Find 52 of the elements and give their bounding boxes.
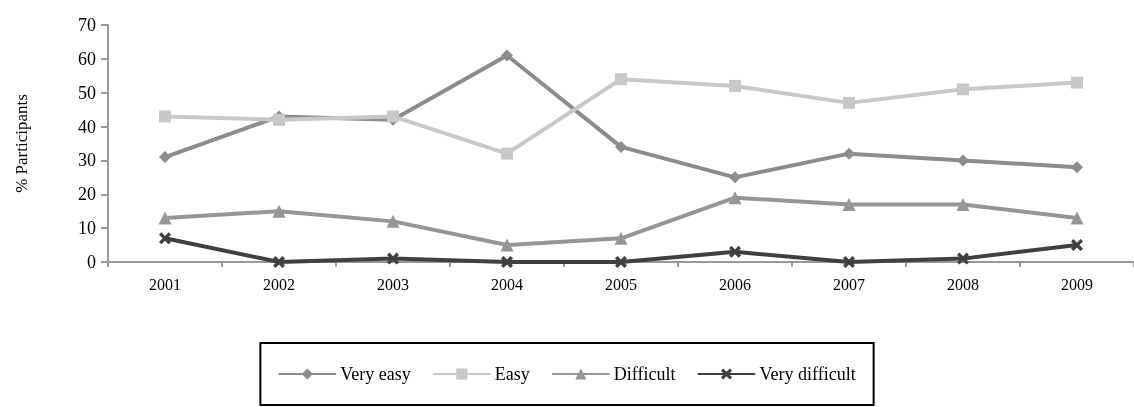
point <box>272 204 286 218</box>
point <box>501 147 513 160</box>
point <box>159 110 171 123</box>
y-tick-label: 50 <box>78 82 96 103</box>
x-tick-label: 2001 <box>149 275 181 293</box>
point <box>159 151 171 164</box>
point <box>500 238 514 252</box>
point <box>729 245 741 258</box>
point <box>273 256 285 268</box>
y-tick-label: 20 <box>78 184 96 205</box>
point <box>957 83 969 96</box>
point <box>843 256 855 268</box>
y-tick-label: 40 <box>78 116 96 137</box>
x-tick-label: 2003 <box>377 275 409 293</box>
point <box>1071 76 1083 89</box>
y-tick-label: 70 <box>78 15 96 35</box>
point <box>1071 239 1083 252</box>
x-tick-label: 2002 <box>263 275 295 293</box>
x-tick-label: 2007 <box>833 275 865 293</box>
point <box>158 211 172 225</box>
point <box>729 171 741 184</box>
x-tick-label: 2004 <box>491 275 523 293</box>
point <box>615 256 627 268</box>
point <box>729 79 741 92</box>
point <box>387 252 399 265</box>
x-tick-label: 2008 <box>947 275 979 293</box>
x-tick-label: 2006 <box>719 275 751 293</box>
point <box>956 197 970 211</box>
point <box>1070 211 1084 225</box>
y-tick-label: 30 <box>78 150 96 171</box>
legend-label: Very easy <box>340 364 411 384</box>
point <box>615 73 627 86</box>
legend-label: Difficult <box>613 364 676 384</box>
point <box>957 154 969 167</box>
point <box>842 197 856 211</box>
legend-label: Easy <box>494 364 530 384</box>
y-axis-title: % Participants <box>12 94 31 193</box>
x-tick-label: 2005 <box>605 275 637 293</box>
y-tick-label: 60 <box>78 48 96 69</box>
point <box>614 231 628 245</box>
point <box>957 252 969 265</box>
y-tick-label: 0 <box>87 252 96 272</box>
point <box>159 232 171 245</box>
point <box>615 140 627 153</box>
point <box>501 256 513 268</box>
legend-label: Very difficult <box>759 364 856 384</box>
point <box>843 96 855 109</box>
y-tick-label: 10 <box>78 218 96 239</box>
point <box>728 191 742 205</box>
point <box>386 214 400 228</box>
x-tick-label: 2009 <box>1061 275 1093 293</box>
point <box>501 49 513 62</box>
